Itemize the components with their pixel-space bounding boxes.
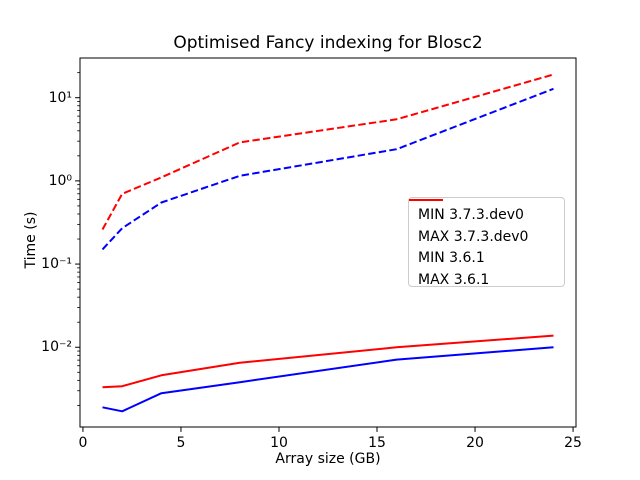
legend-label: MIN 3.6.1 bbox=[418, 250, 485, 267]
series-line-max-3-6-1 bbox=[101, 73, 554, 230]
legend-label: MAX 3.6.1 bbox=[418, 271, 490, 288]
x-tick-label: 20 bbox=[466, 435, 484, 451]
y-tick-label: 10⁰ bbox=[48, 172, 72, 189]
legend-label: MAX 3.7.3.dev0 bbox=[418, 228, 529, 245]
plot-spines bbox=[79, 57, 577, 428]
legend-item-max-3-7-3-dev0: MAX 3.7.3.dev0 bbox=[409, 199, 556, 249]
x-tick-label: 10 bbox=[270, 435, 288, 451]
legend: MIN 3.7.3.dev0 MAX 3.7.3.dev0 MIN 3.6.1 MAX… bbox=[408, 197, 565, 287]
y-tick-label: 10⁻² bbox=[41, 339, 72, 356]
y-tick-label: 10⁻¹ bbox=[41, 256, 72, 273]
chart-title: Optimised Fancy indexing for Blosc2 bbox=[173, 33, 483, 53]
x-tick-label: 25 bbox=[564, 435, 582, 451]
x-tick-label: 15 bbox=[368, 435, 386, 451]
legend-item-max-3-6-1: MAX 3.6.1 bbox=[409, 199, 556, 292]
x-axis-label: Array size (GB) bbox=[275, 451, 381, 467]
x-axis-ticks bbox=[82, 427, 574, 432]
legend-line-sample bbox=[409, 199, 443, 201]
series-line-min-3-7-3-dev0 bbox=[102, 346, 554, 413]
x-tick-label: 0 bbox=[78, 435, 88, 451]
x-tick-label: 5 bbox=[176, 435, 186, 451]
legend-label: MIN 3.7.3.dev0 bbox=[418, 207, 524, 224]
legend-item-min-3-7-3-dev0: MIN 3.7.3.dev0 bbox=[409, 199, 556, 227]
legend-item-min-3-6-1: MIN 3.6.1 bbox=[409, 199, 556, 270]
y-tick-label: 10¹ bbox=[48, 89, 72, 106]
series-line-max-3-7-3-dev0 bbox=[101, 87, 554, 251]
y-axis-minor-ticks bbox=[77, 72, 80, 406]
y-axis-ticks bbox=[75, 97, 80, 348]
series-line-min-3-6-1 bbox=[102, 334, 554, 389]
